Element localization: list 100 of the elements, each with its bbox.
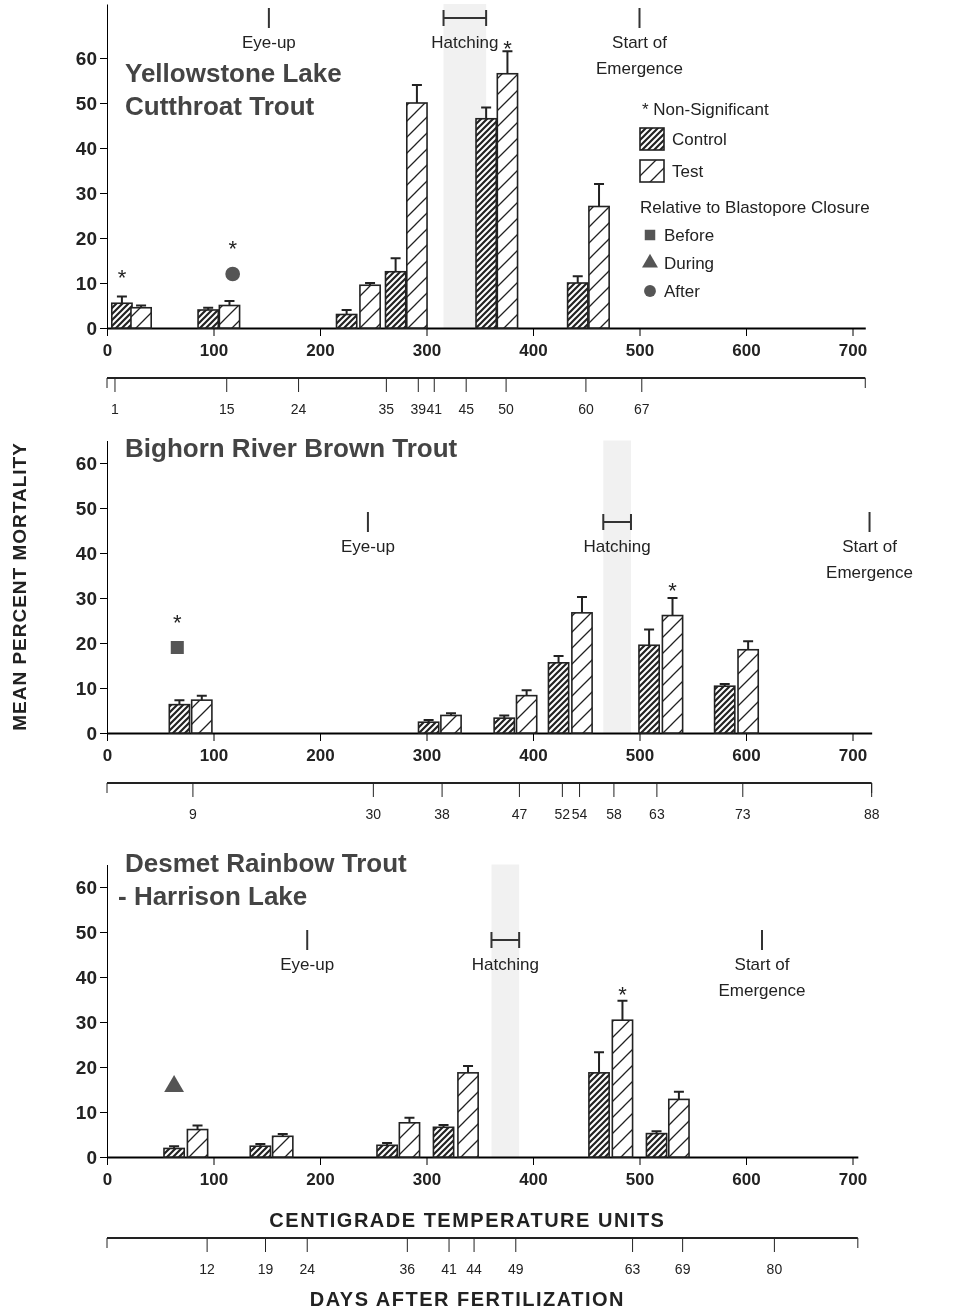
x2-tick-label: 41 [426,401,443,417]
ref-line-label: Eye-up [241,33,296,52]
x2-tick-label: 36 [399,1261,416,1277]
legend-label: Control [672,130,727,149]
text: Yellowstone Lake Cutthroat Trout [125,58,342,121]
x-tick-label: 200 [306,341,335,360]
x-tick-label: 100 [199,341,229,360]
x2-tick-label: 47 [511,806,528,822]
x2-tick-label: 80 [766,1261,783,1277]
x-tick-label: 600 [732,341,761,360]
x2-tick-label: 35 [378,401,395,417]
legend-label: Test [672,162,704,181]
y-tick-label: 30 [75,182,97,204]
x-tick-label: 0 [102,341,113,360]
y-tick-label: 0 [86,317,97,339]
y-tick-label: 60 [75,452,97,474]
x-tick-label: 200 [306,746,335,765]
y-tick-label: 0 [86,1146,97,1168]
x2-tick-label: 24 [299,1261,316,1277]
x2-tick-label: 30 [365,806,382,822]
x2-tick-label: 52 [554,806,571,822]
x-tick-label: 700 [838,1170,868,1189]
x-tick-label: 100 [199,746,229,765]
ref-line-label: Start of Emergence [718,955,806,1000]
x2-tick-label: 58 [606,806,622,822]
y-tick-label: 10 [75,272,97,294]
x2-tick-label: 1 [111,401,120,417]
x2-tick-label: 38 [434,806,451,822]
chart-title: Desmet Rainbow Trout - Harrison Lake [118,848,408,911]
annotation: * [618,982,628,1008]
x2-tick-label: 39 [410,401,427,417]
x-tick-label: 400 [519,1170,548,1189]
x-tick-label: 700 [838,341,868,360]
x2-tick-label: 60 [578,401,594,417]
x2-tick-label: 67 [634,401,650,417]
y-tick-label: 50 [75,921,97,943]
x2-tick-label: 50 [498,401,515,417]
band-label: Hatching [583,537,651,556]
y-tick-label: 20 [75,1056,97,1078]
y-tick-label: 10 [75,677,97,699]
band-label: Hatching [471,955,539,974]
y-tick-label: 40 [75,542,97,564]
ref-line-label: Start of Emergence [826,537,914,582]
x2-tick-label: 9 [189,806,198,822]
ref-line-label: Eye-up [280,955,335,974]
x-axis-title: CENTIGRADE TEMPERATURE UNITS [269,1209,666,1231]
annotation: * [668,577,678,603]
y-tick-label: 10 [75,1101,97,1123]
x-tick-label: 200 [306,1170,335,1189]
bar [163,1147,186,1158]
x-tick-label: 600 [732,746,761,765]
y-tick-label: 50 [75,497,97,519]
x-tick-label: 700 [838,746,868,765]
chart-title: Bighorn River Brown Trout [125,433,458,463]
legend-label: During [664,254,715,273]
y-tick-label: 30 [75,1011,97,1033]
x-tick-label: 400 [519,746,548,765]
legend-label: After [664,282,701,301]
y-tick-label: 0 [86,722,97,744]
x-tick-label: 0 [102,746,113,765]
x2-tick-label: 49 [507,1261,524,1277]
annotation: * [228,236,238,261]
x-tick-label: 400 [519,341,548,360]
x-tick-label: 300 [412,341,442,360]
x2-tick-label: 54 [571,806,588,822]
x2-tick-label: 12 [199,1261,216,1277]
annotation: * [173,609,183,635]
x2-tick-label: 19 [257,1261,274,1277]
band-label: Hatching [431,33,499,52]
bar [186,1128,209,1158]
x2-tick-label: 41 [441,1261,458,1277]
x2-tick-label: 69 [674,1261,691,1277]
x2-tick-label: 88 [863,806,880,822]
y-tick-label: 40 [75,137,97,159]
x-tick-label: 600 [732,1170,761,1189]
annotation: * [503,35,513,61]
y-tick-label: 20 [75,632,97,654]
x-tick-label: 500 [625,746,655,765]
y-tick-label: 60 [75,876,97,898]
x-tick-label: 500 [625,1170,655,1189]
annotation: * Non-Significant [642,100,769,119]
y-tick-label: 20 [75,227,97,249]
x2-tick-label: 44 [466,1261,483,1277]
ref-line-label: Start of Emergence [596,33,683,78]
x2-tick-label: 45 [458,401,475,417]
y-tick-label: 40 [75,966,97,988]
legend-title: Relative to Blastopore Closure [640,198,870,217]
x2-tick-label: 15 [218,401,235,417]
x-tick-label: 100 [199,1170,229,1189]
y-axis-title: MEAN PERCENT MORTALITY [9,442,30,731]
y-tick-label: 60 [75,47,97,69]
x2-tick-label: 24 [290,401,307,417]
bar [432,1126,455,1158]
annotation: * [117,265,127,291]
x2-tick-label: 63 [649,806,665,822]
x-tick-label: 300 [412,746,442,765]
y-tick-label: 50 [75,92,97,114]
y-tick-label: 30 [75,587,97,609]
x2-axis-title: DAYS AFTER FERTILIZATION [309,1288,626,1310]
legend-label: Before [664,226,715,245]
